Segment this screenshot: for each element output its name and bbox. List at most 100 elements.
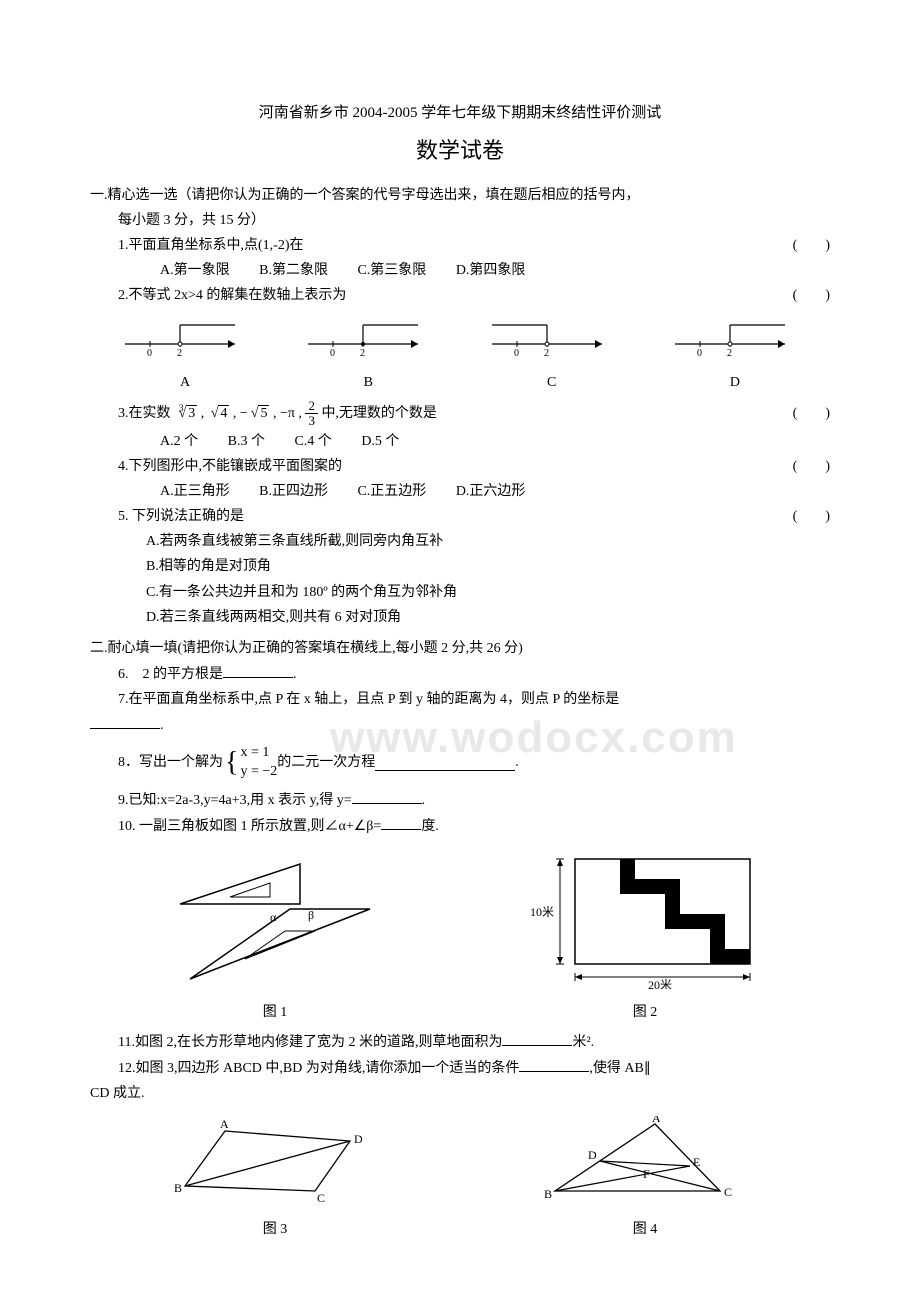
fig4-svg: A B C D E F	[540, 1116, 750, 1206]
q2-paren: ( )	[785, 283, 830, 308]
q12-post: ,使得 AB∥	[589, 1061, 650, 1076]
q1-opt-c: C.第三象限	[357, 258, 426, 283]
svg-text:2: 2	[544, 348, 549, 359]
fig1-alpha: α	[270, 910, 277, 924]
q7-line2: .	[90, 712, 830, 738]
q4-opt-c: C.正五边形	[357, 479, 426, 504]
q12: 12.如图 3,四边形 ABCD 中,BD 为对角线,请你添加一个适当的条件 ,使…	[90, 1055, 830, 1081]
q4-opts: A.正三角形 B.正四边形 C.正五边形 D.正六边形	[90, 479, 830, 504]
q10-pre: 10. 一副三角板如图 1 所示放置,则∠α+∠β=	[118, 819, 381, 834]
fig-row-1: α β 图 1 10米 20米 图 2	[90, 849, 830, 1025]
q2-numberlines: 0 2 A 0 2 B 0 2 C	[90, 309, 830, 399]
q3-body: 3.在实数 3√3 , 4 , −5 , −π , 23 中,无理数的个数是	[118, 399, 437, 429]
q6: 6. 2 的平方根是.	[90, 661, 830, 687]
fig2-cap: 图 2	[530, 1000, 760, 1025]
svg-text:0: 0	[330, 348, 335, 359]
q3-opt-a: A.2 个	[160, 429, 198, 454]
q1: 1.平面直角坐标系中,点(1,-2)在 ( )	[90, 233, 830, 258]
fig1-svg: α β	[160, 849, 390, 989]
q9-pre: 9.已知:x=2a-3,y=4a+3,用 x 表示 y,得 y=	[118, 793, 352, 808]
svg-text:B: B	[174, 1181, 182, 1195]
q8-blank	[375, 754, 515, 771]
svg-text:F: F	[643, 1167, 650, 1181]
fig2-svg: 10米 20米	[530, 849, 760, 989]
q11-blank	[502, 1029, 572, 1046]
fig1-beta: β	[308, 908, 314, 922]
q1-opts: A.第一象限 B.第二象限 C.第三象限 D.第四象限	[90, 258, 830, 283]
fig1-wrap: α β 图 1	[160, 849, 390, 1025]
q8-mid: 的二元一次方程	[277, 750, 375, 775]
q10-blank	[381, 813, 421, 830]
q9: 9.已知:x=2a-3,y=4a+3,用 x 表示 y,得 y=.	[90, 787, 830, 813]
fig4-wrap: A B C D E F 图 4	[540, 1116, 750, 1242]
nl-a: 0 2 A	[120, 319, 250, 395]
q8: 8．写出一个解为 { x = 1 y = −2 的二元一次方程.	[90, 744, 830, 780]
svg-text:A: A	[652, 1116, 661, 1125]
q10: 10. 一副三角板如图 1 所示放置,则∠α+∠β= 度.	[90, 813, 830, 839]
nl-b: 0 2 B	[303, 319, 433, 395]
q3: 3.在实数 3√3 , 4 , −5 , −π , 23 中,无理数的个数是 (…	[90, 399, 830, 429]
q8-pre: 8．写出一个解为	[118, 750, 223, 775]
sqrt-4: 4	[208, 401, 230, 426]
fig2-w: 20米	[648, 978, 672, 989]
svg-text:E: E	[693, 1155, 700, 1169]
q1-paren: ( )	[785, 233, 830, 258]
q6-post: .	[293, 667, 297, 682]
q6-blank	[223, 661, 293, 678]
q12-pre: 12.如图 3,四边形 ABCD 中,BD 为对角线,请你添加一个适当的条件	[118, 1061, 519, 1076]
nl-c-label: C	[487, 370, 617, 395]
q1-opt-a: A.第一象限	[160, 258, 230, 283]
svg-text:0: 0	[697, 348, 702, 359]
svg-text:B: B	[544, 1187, 552, 1201]
q4: 4.下列图形中,不能镶嵌成平面图案的 ( )	[90, 454, 830, 479]
frac-2-3: 23	[305, 399, 318, 429]
nl-b-label: B	[303, 370, 433, 395]
nl-c: 0 2 C	[487, 319, 617, 395]
numberline-b-svg: 0 2	[303, 319, 433, 359]
nl-d: 0 2 D	[670, 319, 800, 395]
q2-text: 2.不等式 2x>4 的解集在数轴上表示为	[118, 283, 346, 308]
q3-opts: A.2 个 B.3 个 C.4 个 D.5 个	[90, 429, 830, 454]
q12-line2: CD 成立.	[90, 1081, 830, 1106]
sqrt-5: 5	[248, 401, 270, 426]
svg-text:D: D	[354, 1132, 363, 1146]
q6-pre: 6. 2 的平方根是	[118, 667, 223, 682]
q5: 5. 下列说法正确的是 ( )	[90, 504, 830, 529]
page-container: www.wodocx.com 河南省新乡市 2004-2005 学年七年级下期期…	[90, 100, 830, 1243]
svg-text:A: A	[220, 1117, 229, 1131]
q3-mid: 中,无理数的个数是	[321, 406, 437, 421]
q5-paren: ( )	[785, 504, 830, 529]
svg-text:C: C	[317, 1191, 325, 1205]
q3-opt-c: C.4 个	[294, 429, 331, 454]
q4-paren: ( )	[785, 454, 830, 479]
fig1-cap: 图 1	[160, 1000, 390, 1025]
q7-blank	[90, 712, 160, 729]
q12-blank	[519, 1055, 589, 1072]
title-line2: 数学试卷	[90, 131, 830, 171]
q1-text: 1.平面直角坐标系中,点(1,-2)在	[118, 233, 304, 258]
nl-a-label: A	[120, 370, 250, 395]
q8-eqs: x = 1 y = −2	[240, 744, 277, 780]
q9-blank	[352, 787, 422, 804]
section2-head: 二.耐心填一填(请把你认为正确的答案填在横线上,每小题 2 分,共 26 分)	[90, 636, 830, 661]
q10-post: 度.	[421, 819, 439, 834]
q5-text: 5. 下列说法正确的是	[118, 504, 244, 529]
q3-opt-d: D.5 个	[361, 429, 399, 454]
q3-paren: ( )	[785, 401, 830, 426]
q4-opt-b: B.正四边形	[259, 479, 328, 504]
svg-text:0: 0	[514, 348, 519, 359]
nl-a-2: 2	[177, 348, 182, 359]
fig2-h: 10米	[530, 905, 554, 919]
q4-text: 4.下列图形中,不能镶嵌成平面图案的	[118, 454, 342, 479]
q3-pre: 3.在实数	[118, 406, 171, 421]
fig3-cap: 图 3	[170, 1217, 380, 1242]
numberline-c-svg: 0 2	[487, 319, 617, 359]
q11-post: 米².	[572, 1035, 594, 1050]
q9-post: .	[422, 793, 426, 808]
q8-post: .	[515, 750, 519, 775]
fig3-svg: A D C B	[170, 1116, 380, 1206]
nl-a-0: 0	[147, 348, 152, 359]
q5-a: A.若两条直线被第三条直线所截,则同旁内角互补	[90, 529, 830, 554]
q1-opt-b: B.第二象限	[259, 258, 328, 283]
q4-opt-a: A.正三角形	[160, 479, 230, 504]
